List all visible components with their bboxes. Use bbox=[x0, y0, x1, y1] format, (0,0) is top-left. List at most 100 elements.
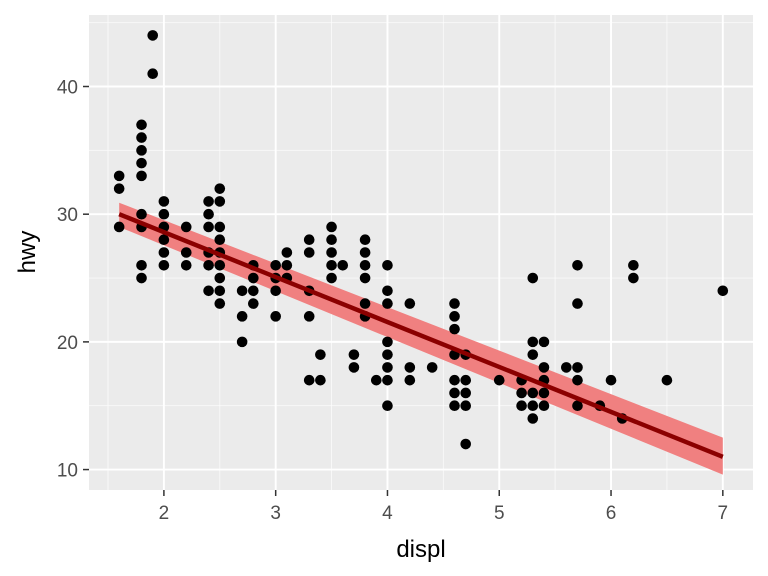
data-point bbox=[136, 208, 147, 220]
data-point bbox=[147, 68, 159, 80]
data-point bbox=[236, 336, 248, 348]
data-point bbox=[281, 247, 293, 258]
data-point bbox=[270, 285, 281, 297]
data-point bbox=[661, 374, 673, 386]
data-point bbox=[348, 362, 360, 373]
data-point bbox=[516, 400, 527, 412]
data-point bbox=[158, 196, 170, 207]
data-point bbox=[158, 247, 170, 258]
data-point bbox=[527, 349, 539, 360]
data-point bbox=[359, 234, 371, 246]
data-point bbox=[136, 157, 147, 169]
data-point bbox=[303, 247, 315, 258]
data-point bbox=[136, 145, 147, 156]
data-points bbox=[113, 30, 729, 450]
data-point bbox=[370, 374, 382, 386]
data-point bbox=[538, 336, 550, 348]
data-point bbox=[460, 374, 472, 386]
data-point bbox=[214, 196, 226, 207]
y-tick-label: 40 bbox=[57, 78, 78, 99]
data-point bbox=[527, 272, 539, 284]
data-point bbox=[382, 259, 393, 271]
confidence-band bbox=[119, 202, 723, 475]
data-point bbox=[303, 374, 315, 386]
data-point bbox=[449, 400, 460, 412]
x-tick-label: 7 bbox=[718, 503, 729, 524]
data-point bbox=[158, 234, 170, 246]
data-point bbox=[203, 196, 214, 207]
data-point bbox=[382, 374, 393, 386]
data-point bbox=[527, 413, 539, 424]
data-point bbox=[561, 362, 572, 373]
data-point bbox=[717, 285, 729, 297]
data-point bbox=[180, 247, 192, 258]
data-point bbox=[236, 311, 248, 322]
y-tick-label: 10 bbox=[57, 461, 78, 482]
data-point bbox=[449, 387, 460, 399]
x-tick-label: 3 bbox=[270, 503, 281, 524]
data-point bbox=[214, 259, 226, 271]
data-point bbox=[236, 285, 248, 297]
regression-line bbox=[118, 212, 724, 459]
data-point bbox=[382, 362, 393, 373]
data-point bbox=[527, 387, 539, 399]
data-point bbox=[359, 247, 371, 258]
data-point bbox=[203, 259, 214, 271]
x-tick-label: 2 bbox=[159, 503, 170, 524]
data-point bbox=[303, 234, 315, 246]
data-point bbox=[572, 298, 583, 309]
y-tick-label: 30 bbox=[57, 205, 78, 226]
confidence-band-area bbox=[119, 202, 723, 475]
data-point bbox=[538, 387, 550, 399]
data-point bbox=[404, 298, 416, 309]
data-point bbox=[113, 221, 125, 233]
data-point bbox=[449, 323, 460, 335]
data-point bbox=[214, 183, 226, 194]
data-point bbox=[113, 170, 125, 182]
data-point bbox=[214, 285, 226, 297]
y-tick-label: 20 bbox=[57, 333, 78, 354]
data-point bbox=[326, 221, 337, 233]
data-point bbox=[527, 336, 539, 348]
data-point bbox=[516, 387, 527, 399]
data-point bbox=[113, 183, 125, 194]
data-point bbox=[136, 119, 147, 131]
data-point bbox=[203, 221, 214, 233]
data-point bbox=[382, 336, 393, 348]
data-point bbox=[214, 272, 226, 284]
x-tick-label: 6 bbox=[606, 503, 617, 524]
axes: 2 3 4 5 6 7 10 20 30 40 bbox=[57, 78, 728, 524]
data-point bbox=[382, 349, 393, 360]
data-point bbox=[449, 298, 460, 309]
data-point bbox=[605, 374, 617, 386]
data-point bbox=[348, 349, 360, 360]
data-point bbox=[404, 362, 416, 373]
data-point bbox=[628, 259, 639, 271]
x-axis-title: displ bbox=[396, 536, 445, 563]
data-point bbox=[404, 374, 416, 386]
data-point bbox=[248, 298, 259, 309]
data-point bbox=[270, 259, 281, 271]
data-point bbox=[136, 170, 147, 182]
data-point bbox=[426, 362, 438, 373]
data-point bbox=[460, 387, 472, 399]
data-point bbox=[382, 285, 393, 297]
data-point bbox=[538, 400, 550, 412]
data-point bbox=[326, 247, 337, 258]
data-point bbox=[158, 259, 170, 271]
x-tick-label: 5 bbox=[494, 503, 505, 524]
data-point bbox=[248, 272, 259, 284]
data-point bbox=[382, 298, 393, 309]
data-point bbox=[303, 311, 315, 322]
data-point bbox=[572, 400, 583, 412]
data-point bbox=[326, 259, 337, 271]
data-point bbox=[136, 259, 147, 271]
data-point bbox=[359, 272, 371, 284]
data-point bbox=[572, 362, 583, 373]
regression-line-path bbox=[118, 212, 724, 459]
data-point bbox=[281, 259, 293, 271]
data-point bbox=[572, 259, 583, 271]
data-point bbox=[527, 400, 539, 412]
